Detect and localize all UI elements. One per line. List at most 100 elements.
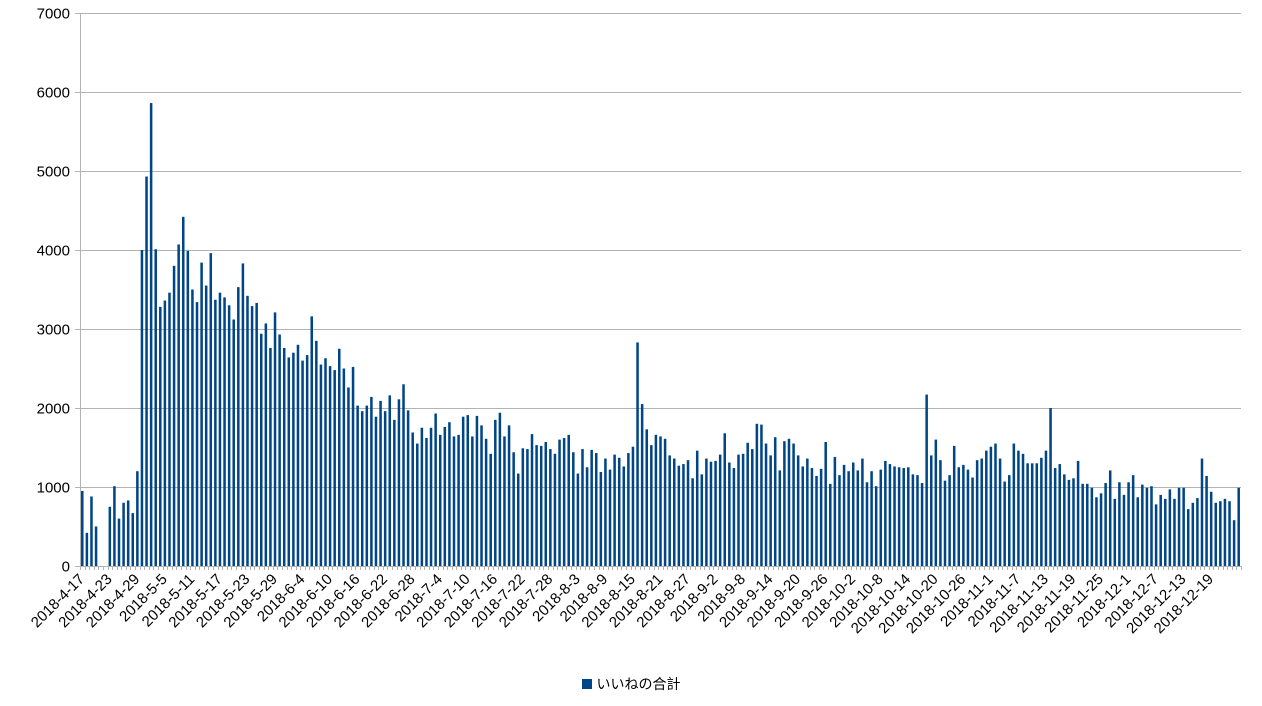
bar (301, 360, 304, 566)
bar (448, 422, 451, 566)
bar (769, 455, 772, 566)
y-tick-label: 2000 (37, 401, 70, 418)
bar (122, 502, 125, 566)
bar (929, 455, 933, 566)
bar (131, 513, 135, 566)
bar (842, 464, 846, 566)
bar (806, 458, 809, 566)
bar (1168, 489, 1172, 566)
bar (535, 445, 538, 566)
bar (608, 469, 612, 566)
bar (149, 103, 153, 566)
bar (751, 449, 754, 566)
bar (310, 316, 313, 566)
bar (714, 460, 717, 566)
bar (1067, 479, 1071, 566)
bar (851, 462, 855, 566)
bar (893, 466, 896, 566)
bar (627, 453, 630, 566)
bar (1044, 450, 1048, 566)
bar (168, 292, 171, 566)
bar (1209, 491, 1213, 566)
bar (1113, 498, 1117, 566)
bar (420, 427, 424, 566)
bar (260, 333, 263, 566)
bar (783, 441, 786, 566)
bar (305, 355, 309, 566)
bar (544, 441, 548, 566)
bar (824, 441, 827, 566)
bar (94, 526, 98, 566)
bar (292, 352, 295, 566)
bar (1164, 498, 1167, 566)
bar (645, 429, 648, 566)
bar (856, 470, 860, 566)
bar (1159, 494, 1162, 566)
bar (1108, 470, 1112, 566)
bar (636, 342, 639, 566)
bar (640, 404, 644, 566)
bar (1081, 483, 1084, 566)
bar (172, 265, 176, 566)
bar (879, 469, 883, 566)
bar (269, 347, 272, 566)
y-tick-label: 5000 (37, 164, 70, 181)
bar (874, 486, 878, 566)
bar (838, 475, 841, 566)
bar (1182, 487, 1185, 566)
bar (154, 249, 157, 566)
bar (223, 297, 226, 566)
bar (957, 467, 961, 566)
bar (186, 250, 190, 567)
bar (948, 475, 951, 566)
y-tick-label: 3000 (37, 322, 70, 339)
legend: いいねの合計 (0, 674, 1262, 694)
bar (1136, 497, 1140, 566)
bar (195, 302, 199, 566)
bar (553, 453, 557, 566)
bar (489, 453, 492, 566)
bar (241, 263, 245, 566)
bar (319, 364, 323, 566)
bar (108, 506, 112, 566)
bar (1035, 463, 1039, 566)
bar (494, 419, 497, 566)
bar (191, 289, 194, 566)
bar (562, 438, 566, 566)
bar (594, 453, 598, 566)
bar (200, 262, 203, 566)
bar (255, 302, 258, 566)
y-tick-label: 6000 (37, 85, 70, 102)
bar (558, 439, 561, 566)
bar (728, 462, 731, 566)
bar (370, 396, 373, 566)
bar (1076, 460, 1080, 566)
bar (801, 466, 805, 566)
bar (966, 469, 970, 566)
bar (741, 453, 745, 566)
bar (677, 465, 681, 566)
bar (388, 395, 392, 566)
bar (1232, 520, 1236, 566)
bar (590, 449, 593, 566)
bar (861, 458, 864, 566)
bar (1205, 475, 1208, 566)
bar (870, 471, 873, 566)
bar (810, 468, 814, 566)
bar (705, 458, 708, 566)
bar (746, 442, 749, 566)
bar (989, 446, 993, 566)
bar (686, 460, 690, 566)
bar (209, 253, 213, 566)
bar (443, 426, 447, 566)
bar (264, 323, 268, 566)
bar (691, 478, 694, 566)
bar (324, 358, 327, 566)
bar (539, 445, 543, 566)
bar (1214, 502, 1218, 566)
bar (682, 464, 685, 566)
bar (668, 455, 671, 566)
bar (250, 306, 254, 566)
bar (374, 416, 378, 566)
